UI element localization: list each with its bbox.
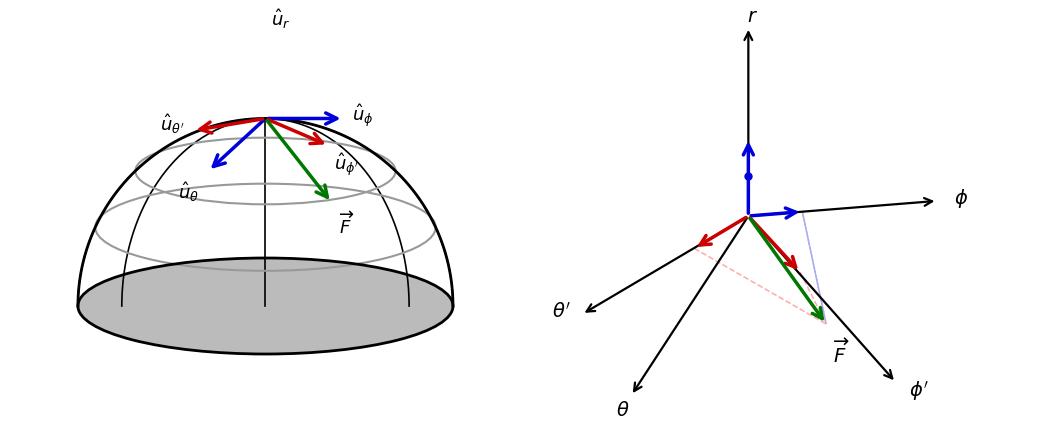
Text: $r$: $r$ — [747, 7, 758, 25]
Text: $\hat{u}_r$: $\hat{u}_r$ — [272, 8, 290, 32]
Text: $\phi$: $\phi$ — [954, 187, 968, 210]
Text: $\theta'$: $\theta'$ — [553, 302, 572, 322]
Text: $\hat{u}_\theta$: $\hat{u}_\theta$ — [178, 180, 200, 204]
Text: $\overrightarrow{F}$: $\overrightarrow{F}$ — [833, 338, 848, 367]
Text: $\theta$: $\theta$ — [615, 401, 630, 420]
Text: $\phi'$: $\phi'$ — [909, 379, 929, 403]
Text: $\overrightarrow{F}$: $\overrightarrow{F}$ — [339, 212, 354, 238]
Text: $\hat{u}_{\phi^\prime}$: $\hat{u}_{\phi^\prime}$ — [334, 152, 359, 178]
Text: $\hat{u}_\phi$: $\hat{u}_\phi$ — [353, 102, 374, 129]
Text: $\hat{u}_{\theta^\prime}$: $\hat{u}_{\theta^\prime}$ — [160, 113, 184, 137]
Ellipse shape — [78, 258, 453, 354]
